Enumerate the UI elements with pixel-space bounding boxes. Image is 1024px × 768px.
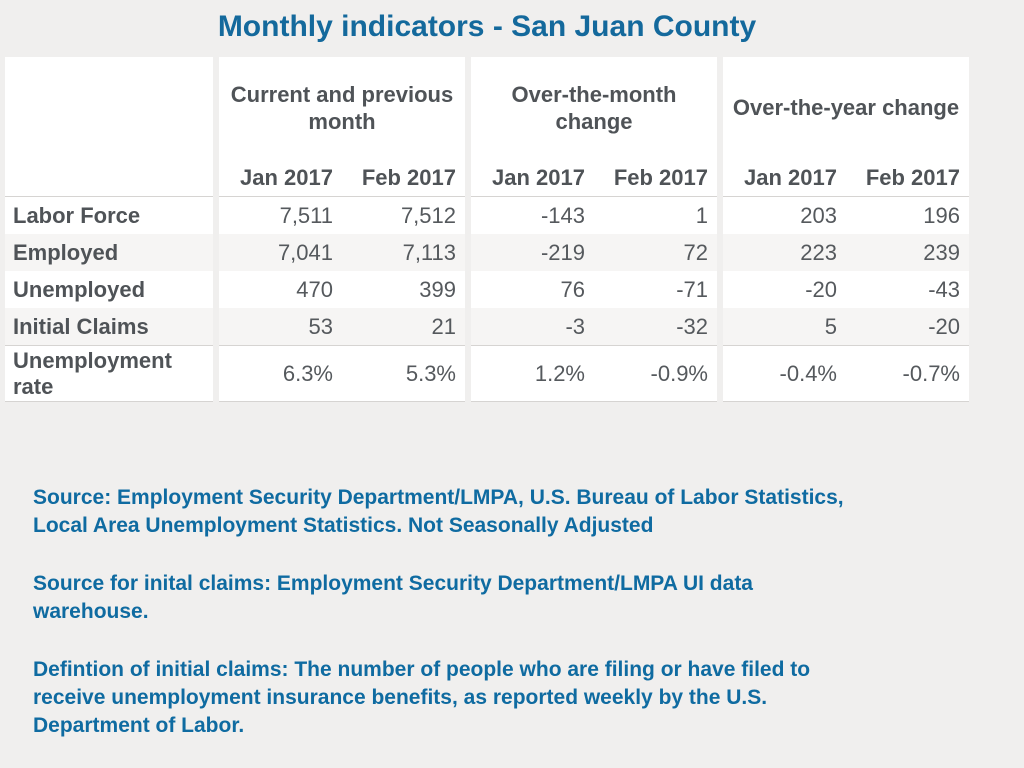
row-label: Employed [5, 234, 213, 271]
group-header-current-previous: Current and previous month [219, 57, 465, 159]
table-row-unemployment-rate: Unemployment rate 6.3% 5.3% 1.2% -0.9% -… [5, 345, 969, 402]
cell-value: -32 [594, 308, 717, 345]
cell-value: -20 [846, 308, 969, 345]
cell-value: 5 [723, 308, 846, 345]
group-header-over-year: Over-the-year change [723, 57, 969, 159]
col-header: Jan 2017 [219, 159, 342, 197]
table-row-employed: Employed 7,041 7,113 -219 72 223 239 [5, 234, 969, 271]
initial-claims-definition-note: Defintion of initial claims: The number … [33, 657, 811, 737]
col-header: Feb 2017 [594, 159, 717, 197]
row-label: Initial Claims [5, 308, 213, 345]
group-header-over-month: Over-the-month change [471, 57, 717, 159]
table-row-labor-force: Labor Force 7,511 7,512 -143 1 203 196 [5, 197, 969, 234]
cell-value: 239 [846, 234, 969, 271]
col-header: Feb 2017 [342, 159, 465, 197]
cell-value: 53 [219, 308, 342, 345]
page-title: Monthly indicators - San Juan County [217, 10, 757, 43]
row-label: Labor Force [5, 197, 213, 234]
initial-claims-source-note: Source for inital claims: Employment Sec… [33, 571, 753, 623]
footnotes: Source: Employment Security Department/L… [33, 484, 1024, 739]
cell-value: 1 [594, 197, 717, 234]
cell-value: 76 [471, 271, 594, 308]
cell-value: -43 [846, 271, 969, 308]
group-header-row: Current and previous month Over-the-mont… [5, 57, 969, 159]
cell-value: 196 [846, 197, 969, 234]
cell-value: -0.7% [846, 345, 969, 402]
col-header: Jan 2017 [471, 159, 594, 197]
cell-value: -20 [723, 271, 846, 308]
cell-value: 7,512 [342, 197, 465, 234]
cell-value: -219 [471, 234, 594, 271]
row-label: Unemployment rate [5, 345, 213, 402]
cell-value: 1.2% [471, 345, 594, 402]
row-label: Unemployed [5, 271, 213, 308]
table-row-unemployed: Unemployed 470 399 76 -71 -20 -43 [5, 271, 969, 308]
source-note: Source: Employment Security Department/L… [33, 486, 844, 537]
col-header: Feb 2017 [846, 159, 969, 197]
cell-value: 21 [342, 308, 465, 345]
cell-value: 5.3% [342, 345, 465, 402]
cell-value: -3 [471, 308, 594, 345]
cell-value: -143 [471, 197, 594, 234]
cell-value: 6.3% [219, 345, 342, 402]
table-row-initial-claims: Initial Claims 53 21 -3 -32 5 -20 [5, 308, 969, 345]
cell-value: 7,041 [219, 234, 342, 271]
indicators-table: Current and previous month Over-the-mont… [5, 57, 969, 402]
cell-value: 7,511 [219, 197, 342, 234]
cell-value: 223 [723, 234, 846, 271]
col-header: Jan 2017 [723, 159, 846, 197]
cell-value: 470 [219, 271, 342, 308]
corner-cell [5, 57, 213, 159]
cell-value: 399 [342, 271, 465, 308]
cell-value: 7,113 [342, 234, 465, 271]
cell-value: -0.4% [723, 345, 846, 402]
cell-value: 203 [723, 197, 846, 234]
cell-value: 72 [594, 234, 717, 271]
cell-value: -71 [594, 271, 717, 308]
month-header-row: Jan 2017 Feb 2017 Jan 2017 Feb 2017 Jan … [5, 159, 969, 197]
cell-value: -0.9% [594, 345, 717, 402]
corner-cell [5, 159, 213, 197]
